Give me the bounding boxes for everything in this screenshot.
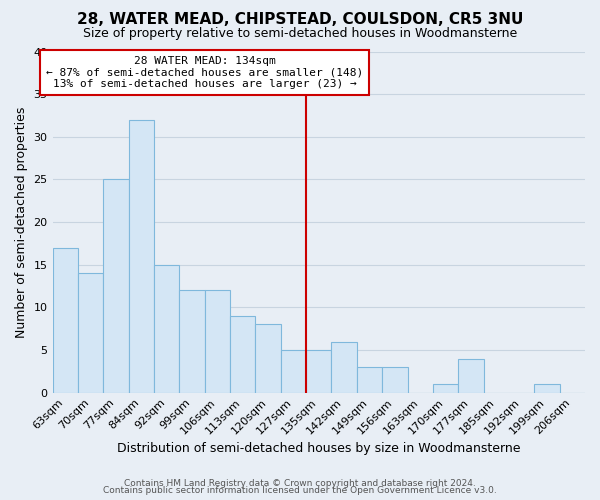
Y-axis label: Number of semi-detached properties: Number of semi-detached properties [15, 106, 28, 338]
Bar [78, 274, 103, 392]
Text: Contains public sector information licensed under the Open Government Licence v3: Contains public sector information licen… [103, 486, 497, 495]
Bar [230, 316, 256, 392]
Bar [103, 180, 128, 392]
Bar [458, 358, 484, 392]
Text: Size of property relative to semi-detached houses in Woodmansterne: Size of property relative to semi-detach… [83, 28, 517, 40]
Bar [382, 367, 407, 392]
Bar [331, 342, 357, 392]
Text: Contains HM Land Registry data © Crown copyright and database right 2024.: Contains HM Land Registry data © Crown c… [124, 478, 476, 488]
Bar [128, 120, 154, 392]
Bar [205, 290, 230, 392]
Text: 28, WATER MEAD, CHIPSTEAD, COULSDON, CR5 3NU: 28, WATER MEAD, CHIPSTEAD, COULSDON, CR5… [77, 12, 523, 28]
Bar [306, 350, 331, 393]
Bar [154, 264, 179, 392]
Text: 28 WATER MEAD: 134sqm
← 87% of semi-detached houses are smaller (148)
13% of sem: 28 WATER MEAD: 134sqm ← 87% of semi-deta… [46, 56, 363, 89]
Bar [179, 290, 205, 392]
Bar [256, 324, 281, 392]
Bar [534, 384, 560, 392]
X-axis label: Distribution of semi-detached houses by size in Woodmansterne: Distribution of semi-detached houses by … [117, 442, 521, 455]
Bar [433, 384, 458, 392]
Bar [53, 248, 78, 392]
Bar [357, 367, 382, 392]
Bar [281, 350, 306, 393]
